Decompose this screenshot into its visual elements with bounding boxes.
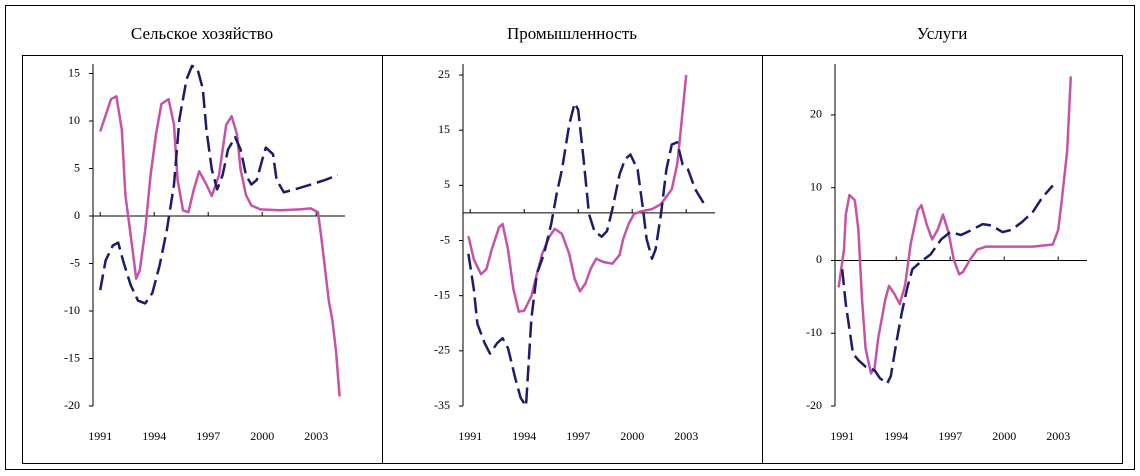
x-tick-label: 1991: [458, 429, 482, 443]
y-tick-label: 10: [68, 113, 80, 127]
plot-area: [467, 74, 706, 408]
y-tick-label: 15: [68, 65, 80, 79]
plot-area: [837, 76, 1073, 385]
y-tick-label: -35: [434, 398, 450, 412]
x-tick-label: 1994: [884, 429, 908, 443]
x-tick-label: 1997: [938, 429, 962, 443]
series-line: [467, 74, 688, 313]
panel-title: Сельское хозяйство: [131, 24, 273, 43]
x-tick-label: 2000: [250, 429, 274, 443]
y-tick-label: 5: [444, 177, 450, 191]
series-line: [840, 184, 1054, 385]
y-tick-label: 5: [74, 160, 80, 174]
y-tick-label: -10: [64, 303, 80, 317]
y-tick-label: -20: [64, 398, 80, 412]
x-tick-label: 2003: [1046, 429, 1070, 443]
x-tick-label: 2000: [620, 429, 644, 443]
y-tick-label: -20: [806, 398, 822, 412]
series-line: [98, 64, 339, 305]
y-tick-label: 20: [810, 107, 822, 121]
series-line: [99, 95, 341, 397]
x-tick-label: 1994: [142, 429, 166, 443]
outer-frame: [5, 5, 1135, 470]
y-tick-label: 0: [816, 252, 822, 266]
panel-title: Промышленность: [507, 24, 637, 43]
y-tick-label: -5: [440, 232, 450, 246]
x-tick-label: 1994: [512, 429, 536, 443]
y-tick-label: -5: [70, 255, 80, 269]
y-tick-label: 10: [810, 179, 822, 193]
y-tick-label: 0: [74, 208, 80, 222]
y-tick-label: -25: [434, 343, 450, 357]
y-tick-label: -10: [806, 325, 822, 339]
series-line: [837, 76, 1073, 375]
panel-frame: [762, 55, 1123, 464]
series-line: [467, 101, 706, 408]
x-tick-label: 1991: [830, 429, 854, 443]
x-tick-label: 2003: [304, 429, 328, 443]
y-tick-label: -15: [64, 350, 80, 364]
y-tick-label: -15: [434, 287, 450, 301]
x-tick-label: 1991: [88, 429, 112, 443]
y-tick-label: 25: [438, 67, 450, 81]
x-tick-label: 2003: [674, 429, 698, 443]
y-tick-label: 15: [438, 122, 450, 136]
panel-title: Услуги: [917, 24, 968, 43]
x-tick-label: 1997: [566, 429, 590, 443]
x-tick-label: 1997: [196, 429, 220, 443]
plot-area: [98, 64, 341, 397]
x-tick-label: 2000: [992, 429, 1016, 443]
